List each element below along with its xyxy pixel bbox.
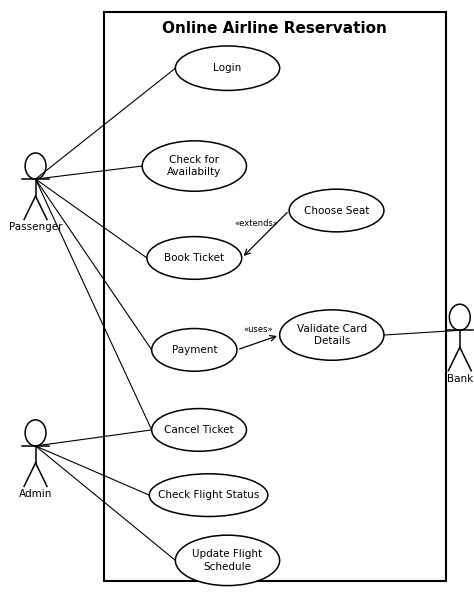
Text: Choose Seat: Choose Seat bbox=[304, 206, 369, 215]
Ellipse shape bbox=[149, 474, 268, 517]
Text: Cancel Ticket: Cancel Ticket bbox=[164, 425, 234, 435]
Text: Bank: Bank bbox=[447, 374, 473, 384]
Ellipse shape bbox=[142, 141, 246, 191]
Text: «extends»: «extends» bbox=[234, 219, 278, 228]
Text: Check for
Availabilty: Check for Availabilty bbox=[167, 155, 221, 177]
Text: Check Flight Status: Check Flight Status bbox=[158, 490, 259, 500]
Ellipse shape bbox=[152, 329, 237, 371]
Ellipse shape bbox=[152, 409, 246, 451]
Bar bbox=[104, 12, 446, 581]
Ellipse shape bbox=[175, 46, 280, 91]
Ellipse shape bbox=[289, 189, 384, 232]
Text: Update Flight
Schedule: Update Flight Schedule bbox=[192, 549, 263, 572]
Ellipse shape bbox=[147, 237, 242, 279]
Ellipse shape bbox=[280, 310, 384, 361]
Ellipse shape bbox=[175, 535, 280, 586]
Text: Online Airline Reservation: Online Airline Reservation bbox=[163, 21, 387, 36]
Text: Login: Login bbox=[213, 63, 242, 73]
Text: Payment: Payment bbox=[172, 345, 217, 355]
Text: Validate Card
Details: Validate Card Details bbox=[297, 324, 367, 346]
Text: Passenger: Passenger bbox=[9, 222, 62, 232]
Text: Book Ticket: Book Ticket bbox=[164, 253, 224, 263]
Text: Admin: Admin bbox=[19, 489, 52, 499]
Text: «uses»: «uses» bbox=[244, 324, 273, 333]
